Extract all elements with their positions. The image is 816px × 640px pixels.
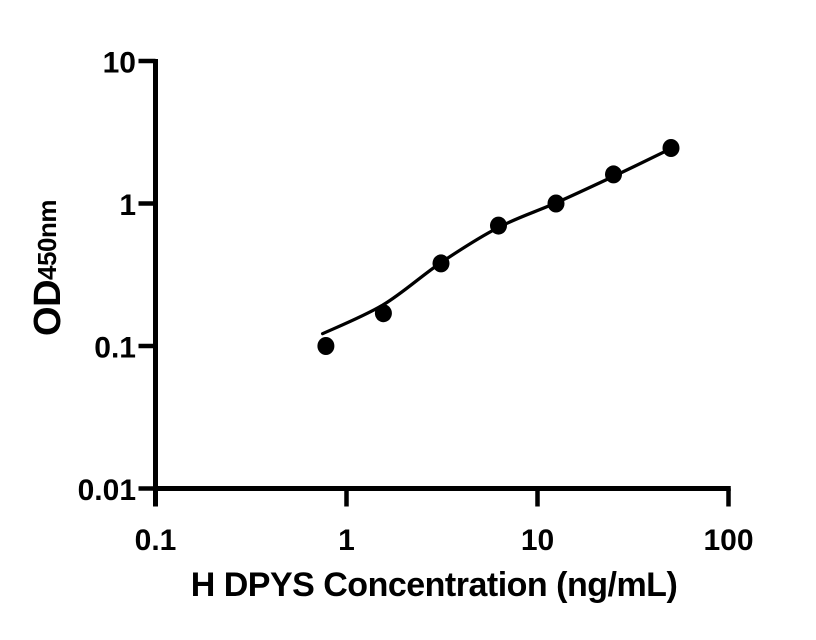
data-point bbox=[317, 337, 335, 355]
x-axis-ticks: 0.1 1 10 100 bbox=[135, 488, 754, 557]
y-axis-title-subscript: 450nm bbox=[32, 200, 62, 280]
y-axis-ticks: 0.01 0.1 1 10 bbox=[78, 47, 156, 507]
data-point bbox=[490, 216, 507, 235]
data-point bbox=[662, 139, 680, 157]
data-point bbox=[605, 165, 622, 184]
x-axis-title: H DPYS Concentration (ng/mL) bbox=[191, 566, 678, 604]
y-tick-label: 0.1 bbox=[94, 332, 136, 365]
x-tick-label: 0.1 bbox=[135, 524, 177, 557]
y-tick-label: 1 bbox=[119, 189, 136, 222]
x-tick-label: 10 bbox=[521, 524, 554, 557]
data-point bbox=[374, 304, 392, 323]
x-tick-label: 1 bbox=[338, 524, 355, 557]
y-axis-title-main-text: OD bbox=[27, 280, 69, 336]
data-point bbox=[547, 194, 565, 213]
data-points bbox=[317, 139, 680, 355]
y-axis-title: OD450nm bbox=[27, 200, 69, 336]
x-tick-label: 100 bbox=[703, 524, 753, 557]
y-tick-label: 0.01 bbox=[78, 474, 136, 507]
y-tick-label: 10 bbox=[103, 47, 136, 80]
data-point bbox=[432, 254, 450, 273]
